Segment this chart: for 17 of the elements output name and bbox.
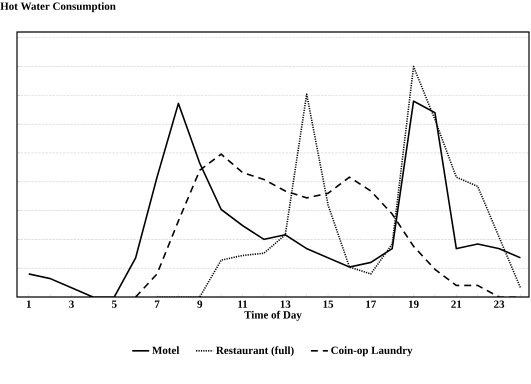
x-tick-label: 19 xyxy=(408,300,419,308)
legend-label: Motel xyxy=(152,346,180,354)
x-tick-label: 13 xyxy=(280,300,290,308)
x-tick-label: 3 xyxy=(69,300,74,308)
legend-label: Coin-op Laundry xyxy=(331,346,412,356)
legend-label: Restaurant (full) xyxy=(216,346,294,356)
x-tick-label: 9 xyxy=(197,300,202,308)
x-tick-label: 11 xyxy=(238,300,248,308)
x-tick-label: 7 xyxy=(154,300,160,308)
x-tick-label: 1 xyxy=(26,300,31,308)
x-tick-label: 17 xyxy=(366,300,376,308)
x-tick-label: 23 xyxy=(494,300,504,308)
x-tick-label: 15 xyxy=(323,300,334,308)
x-axis-title: Time of Day xyxy=(244,310,302,321)
x-tick-label: 5 xyxy=(112,300,117,308)
chart-title: Hot Water Consumption xyxy=(0,2,116,12)
x-tick-label: 21 xyxy=(451,300,462,308)
